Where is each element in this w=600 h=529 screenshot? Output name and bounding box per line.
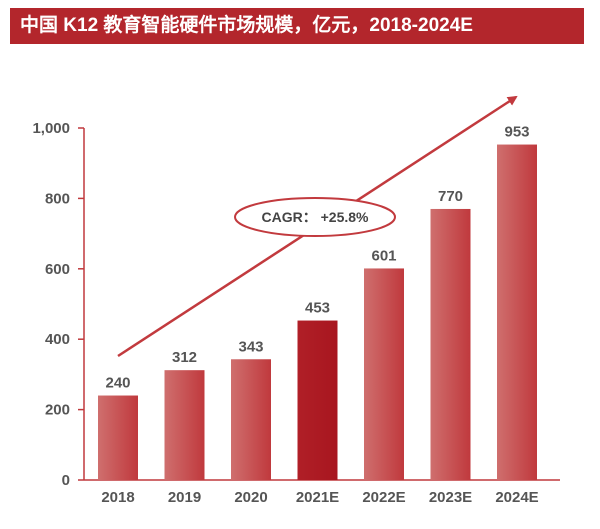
bar [497, 144, 537, 480]
bar [364, 268, 404, 480]
data-label: 770 [438, 188, 463, 205]
y-tick-label: 800 [45, 190, 70, 207]
y-tick-label: 1,000 [32, 120, 70, 137]
x-tick-label: 2022E [362, 489, 405, 506]
data-label: 343 [238, 338, 263, 355]
bar [430, 208, 471, 480]
y-tick-label: 0 [62, 472, 70, 489]
bar [297, 320, 338, 480]
x-tick-label: 2019 [168, 489, 201, 506]
y-tick-label: 600 [45, 261, 70, 278]
x-tick-label: 2023E [429, 489, 472, 506]
labels: 240 2018 312 2019 343 2020 453 2021E 601 2022E 770… [101, 124, 538, 506]
x-tick-label: 2020 [234, 489, 267, 506]
x-tick-label: 2024E [495, 489, 538, 506]
data-label: 953 [504, 124, 529, 141]
chart-title: 中国 K12 教育智能硬件市场规模，亿元，2018-2024E [10, 8, 584, 44]
bars [98, 144, 537, 480]
data-label: 240 [105, 375, 130, 392]
y-tick-label: 200 [45, 402, 70, 419]
cagr-ellipse [234, 197, 396, 237]
data-label: 453 [305, 300, 330, 317]
x-tick-label: 2018 [101, 489, 134, 506]
x-tick-label: 2021E [296, 489, 339, 506]
y-tick-label: 400 [45, 331, 70, 348]
bar [231, 359, 271, 480]
data-label: 312 [172, 349, 197, 366]
bar [98, 395, 138, 480]
bar [164, 370, 205, 480]
cagr-label: CAGR： +25.8% [262, 209, 370, 225]
data-label: 601 [371, 247, 396, 264]
